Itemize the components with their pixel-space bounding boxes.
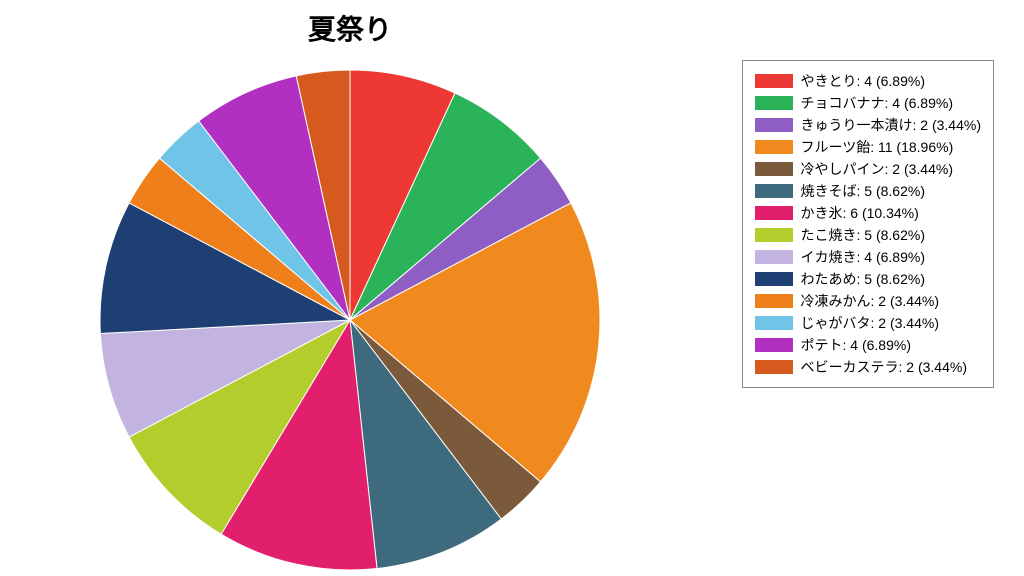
legend-swatch xyxy=(755,140,793,154)
legend-label: チョコバナナ: 4 (6.89%) xyxy=(801,93,953,113)
legend-swatch xyxy=(755,118,793,132)
legend-label: たこ焼き: 5 (8.62%) xyxy=(801,225,925,245)
chart-title: 夏祭り xyxy=(0,8,700,48)
legend-item: チョコバナナ: 4 (6.89%) xyxy=(755,93,981,113)
legend-swatch xyxy=(755,294,793,308)
legend-swatch xyxy=(755,250,793,264)
legend-swatch xyxy=(755,162,793,176)
legend-label: じゃがバタ: 2 (3.44%) xyxy=(801,313,939,333)
legend-item: フルーツ飴: 11 (18.96%) xyxy=(755,137,981,157)
legend-item: 冷やしパイン: 2 (3.44%) xyxy=(755,159,981,179)
legend-item: じゃがバタ: 2 (3.44%) xyxy=(755,313,981,333)
legend-swatch xyxy=(755,206,793,220)
legend-label: 冷凍みかん: 2 (3.44%) xyxy=(801,291,939,311)
legend-item: わたあめ: 5 (8.62%) xyxy=(755,269,981,289)
legend-swatch xyxy=(755,74,793,88)
pie-chart xyxy=(80,50,620,576)
legend-label: イカ焼き: 4 (6.89%) xyxy=(801,247,925,267)
pie-svg xyxy=(80,50,620,576)
chart-container: 夏祭り やきとり: 4 (6.89%)チョコバナナ: 4 (6.89%)きゅうり… xyxy=(0,0,1024,576)
legend-label: わたあめ: 5 (8.62%) xyxy=(801,269,925,289)
legend-label: 焼きそば: 5 (8.62%) xyxy=(801,181,925,201)
legend: やきとり: 4 (6.89%)チョコバナナ: 4 (6.89%)きゅうり一本漬け… xyxy=(742,60,994,388)
legend-item: 焼きそば: 5 (8.62%) xyxy=(755,181,981,201)
legend-label: フルーツ飴: 11 (18.96%) xyxy=(801,137,954,157)
legend-item: イカ焼き: 4 (6.89%) xyxy=(755,247,981,267)
legend-swatch xyxy=(755,316,793,330)
legend-item: かき氷: 6 (10.34%) xyxy=(755,203,981,223)
legend-item: やきとり: 4 (6.89%) xyxy=(755,71,981,91)
legend-label: かき氷: 6 (10.34%) xyxy=(801,203,919,223)
legend-label: ポテト: 4 (6.89%) xyxy=(801,335,911,355)
legend-item: ベビーカステラ: 2 (3.44%) xyxy=(755,357,981,377)
legend-item: 冷凍みかん: 2 (3.44%) xyxy=(755,291,981,311)
legend-item: ポテト: 4 (6.89%) xyxy=(755,335,981,355)
legend-swatch xyxy=(755,96,793,110)
legend-item: きゅうり一本漬け: 2 (3.44%) xyxy=(755,115,981,135)
legend-label: ベビーカステラ: 2 (3.44%) xyxy=(801,357,967,377)
legend-label: きゅうり一本漬け: 2 (3.44%) xyxy=(801,115,981,135)
legend-swatch xyxy=(755,338,793,352)
legend-label: やきとり: 4 (6.89%) xyxy=(801,71,925,91)
legend-swatch xyxy=(755,184,793,198)
legend-swatch xyxy=(755,228,793,242)
legend-item: たこ焼き: 5 (8.62%) xyxy=(755,225,981,245)
legend-swatch xyxy=(755,272,793,286)
legend-swatch xyxy=(755,360,793,374)
legend-label: 冷やしパイン: 2 (3.44%) xyxy=(801,159,953,179)
